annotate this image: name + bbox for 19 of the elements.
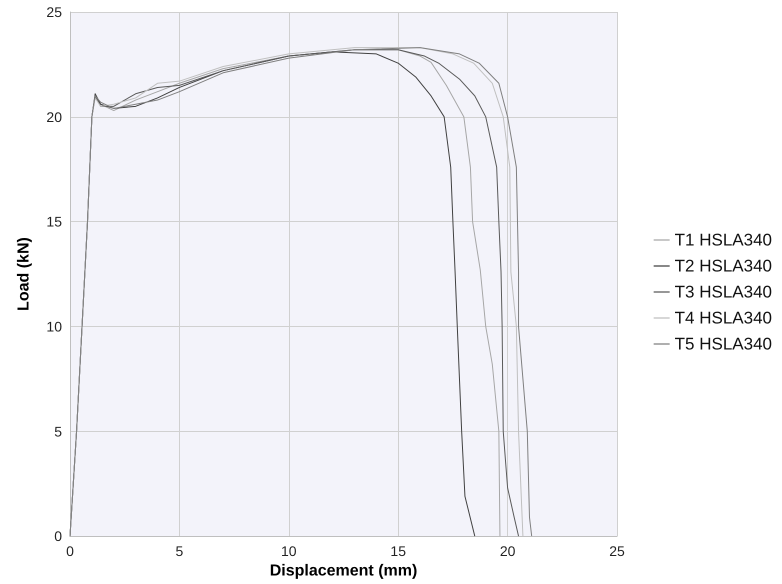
- x-tick-label: 0: [66, 543, 74, 560]
- y-tick-label: 20: [46, 108, 62, 125]
- y-axis-title: Load (kN): [16, 237, 32, 311]
- legend-label: T3 HSLA340: [674, 282, 772, 302]
- y-tick-label: 25: [46, 4, 62, 20]
- y-tick-label: 10: [46, 318, 62, 334]
- x-axis-title: Displacement (mm): [270, 562, 418, 580]
- y-tick-label: 0: [54, 528, 62, 544]
- x-tick-label: 10: [281, 543, 297, 560]
- x-tick-label: 5: [176, 543, 184, 560]
- x-tick-label: 20: [500, 543, 516, 560]
- x-tick-label: 15: [390, 543, 406, 560]
- y-tick-label: 5: [54, 423, 62, 440]
- legend-label: T5 HSLA340: [674, 334, 772, 354]
- legend-label: T1 HSLA340: [674, 230, 772, 250]
- x-tick-label: 25: [609, 543, 625, 560]
- legend-label: T2 HSLA340: [674, 256, 772, 276]
- legend-label: T4 HSLA340: [674, 308, 772, 328]
- y-tick-label: 15: [46, 214, 62, 230]
